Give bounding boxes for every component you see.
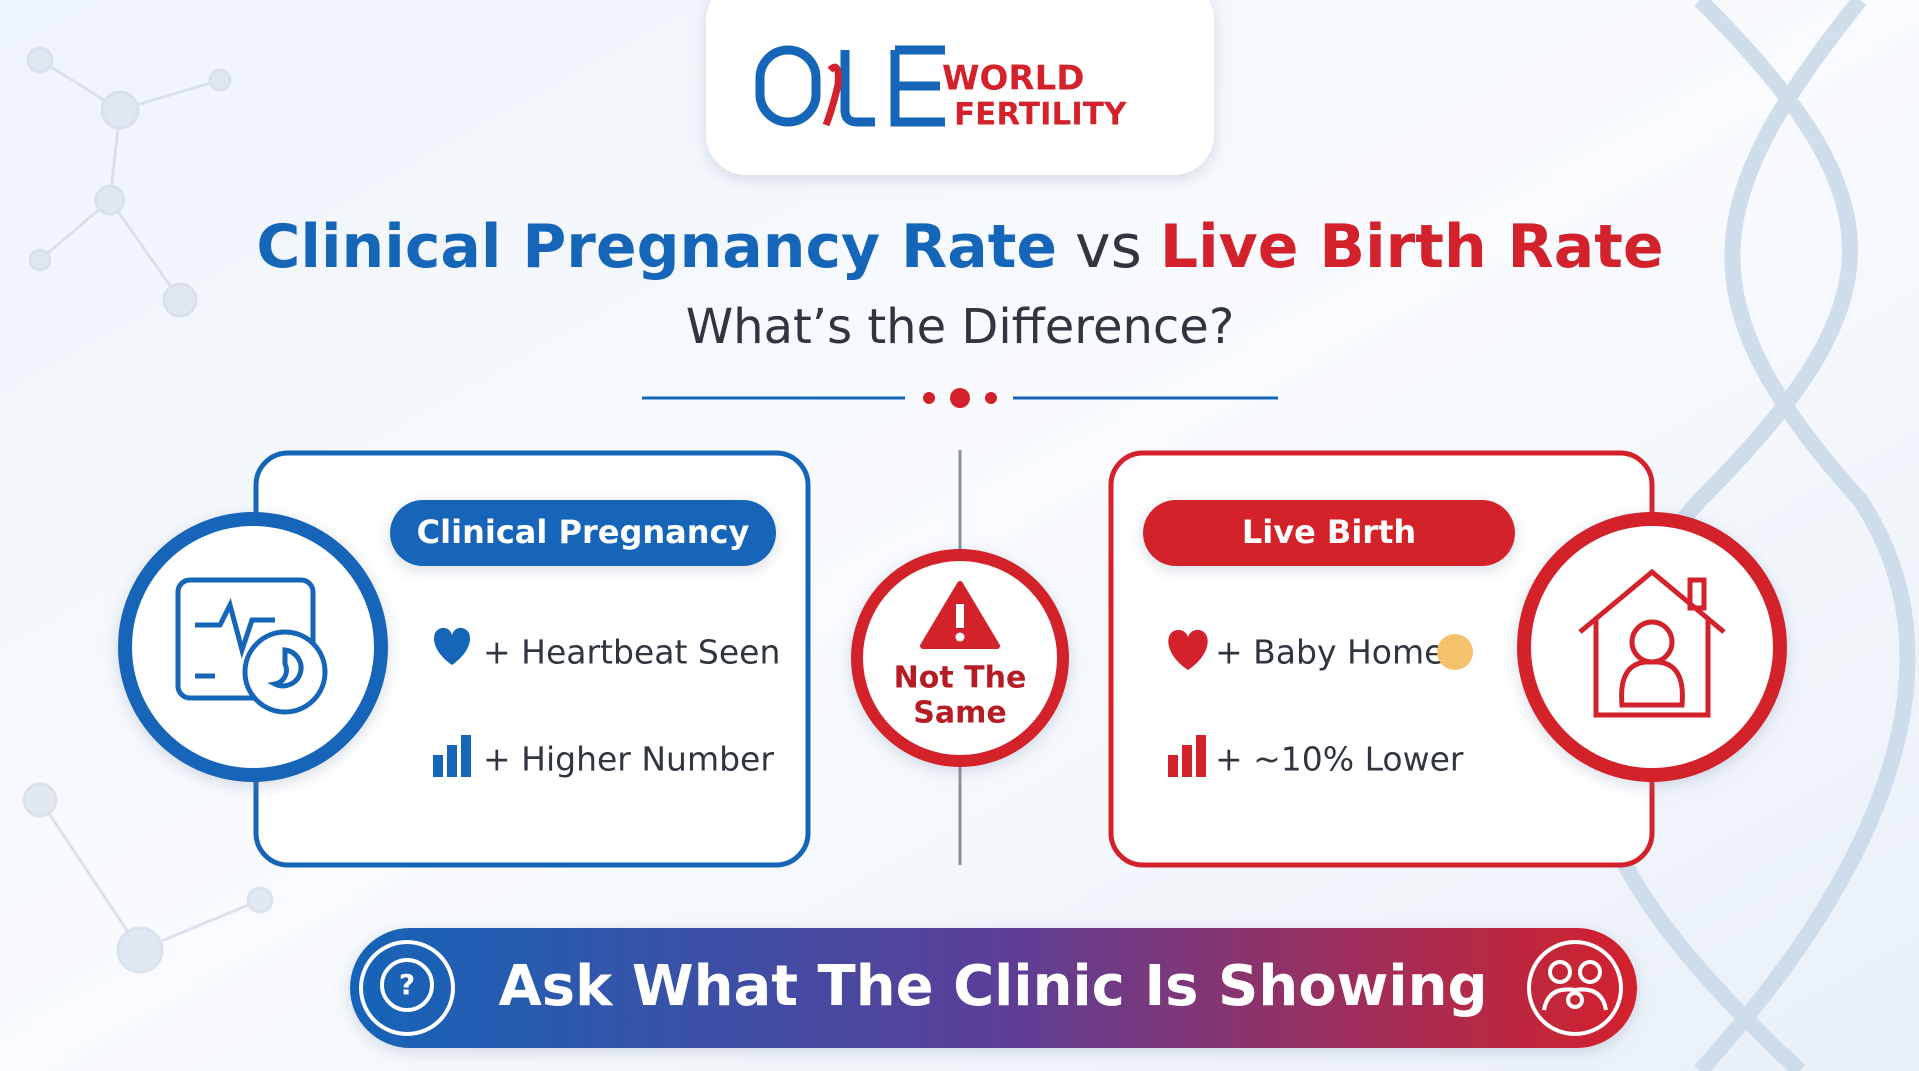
parent-head: [1578, 960, 1602, 984]
right-item: + ~10% Lower: [1215, 740, 1464, 779]
warning-mark: [956, 604, 964, 628]
atom: [22, 782, 58, 818]
bar-icon: [433, 735, 471, 777]
icon-bar: [1182, 745, 1192, 777]
atom: [28, 248, 52, 272]
atom: [246, 886, 274, 914]
family-icon: [1542, 960, 1608, 1011]
bar-icon: [1168, 735, 1206, 777]
logo-o: [755, 45, 821, 127]
logo-box: [706, 0, 1214, 175]
title-part: Live Birth Rate: [1160, 212, 1664, 282]
left-pill: [390, 500, 776, 566]
icon-bar: [1196, 735, 1206, 777]
molecule-decoration: [22, 46, 274, 974]
center-circle: [851, 549, 1069, 767]
house-wall: [1593, 620, 1711, 718]
heart-icon: [1168, 629, 1208, 670]
left-item: + Higher Number: [483, 740, 774, 779]
subtitle: What’s the Difference?: [686, 299, 1235, 355]
logo-e: [890, 45, 945, 127]
atom: [94, 184, 126, 216]
divider-dot: [923, 392, 935, 404]
question-icon: ?: [399, 968, 415, 1001]
divider-dot: [985, 392, 997, 404]
atom: [162, 282, 198, 318]
right-icon-circle: [1517, 512, 1787, 782]
icon-bar: [1168, 755, 1178, 777]
warning-dot: [955, 632, 965, 642]
left-heading: Clinical Pregnancy: [417, 513, 750, 551]
family-circle: [1527, 940, 1623, 1036]
bond: [38, 799, 142, 951]
atom: [116, 926, 164, 974]
icon-bar: [433, 755, 443, 777]
question-circle: [359, 940, 455, 1036]
banner: [350, 928, 1637, 1048]
title-part: Clinical Pregnancy Rate: [256, 212, 1057, 282]
house-icon: [1578, 568, 1726, 718]
fetus: [267, 647, 304, 689]
baby-emoji: [1437, 634, 1473, 670]
heartbeat-line: [195, 597, 275, 659]
icon-bar: [447, 745, 457, 777]
dna-decoration: [1580, 0, 1916, 1071]
logo-text: FERTILITY: [954, 97, 1127, 133]
banner-text: Ask What The Clinic Is Showing: [498, 954, 1487, 1019]
dna-strand: [1694, 0, 1916, 1071]
left-item: + Heartbeat Seen: [483, 633, 780, 672]
right-heading: Live Birth: [1242, 513, 1416, 551]
bond: [108, 199, 182, 301]
icon-bar: [461, 735, 471, 777]
child-head: [1566, 991, 1584, 1009]
monitor-icon: [175, 577, 328, 715]
center-text: Not The: [894, 661, 1027, 696]
atom: [100, 90, 140, 130]
right-pill: [1143, 500, 1515, 566]
heart-icon: [433, 627, 471, 665]
atom: [208, 68, 232, 92]
monitor: [175, 577, 316, 701]
logo-figure: [822, 63, 842, 127]
title: Clinical Pregnancy Rate vs Live Birth Rate: [256, 212, 1663, 282]
divider-dot: [950, 388, 970, 408]
question-bubble: [380, 958, 434, 1012]
right-item: + Baby Home: [1215, 633, 1444, 672]
logo-text: WORLD: [942, 59, 1084, 99]
atom: [26, 46, 54, 74]
roof: [1578, 568, 1726, 634]
parent-head: [1548, 960, 1572, 984]
logo-n: [840, 50, 875, 127]
dna-strand: [1580, 0, 1858, 1071]
baby-wrap: [1619, 659, 1685, 708]
chimney: [1687, 577, 1707, 611]
logo-mark: [755, 45, 945, 127]
title-part: vs: [1075, 212, 1142, 282]
center-text: Same: [913, 696, 1006, 731]
parents-body: [1542, 987, 1608, 1011]
